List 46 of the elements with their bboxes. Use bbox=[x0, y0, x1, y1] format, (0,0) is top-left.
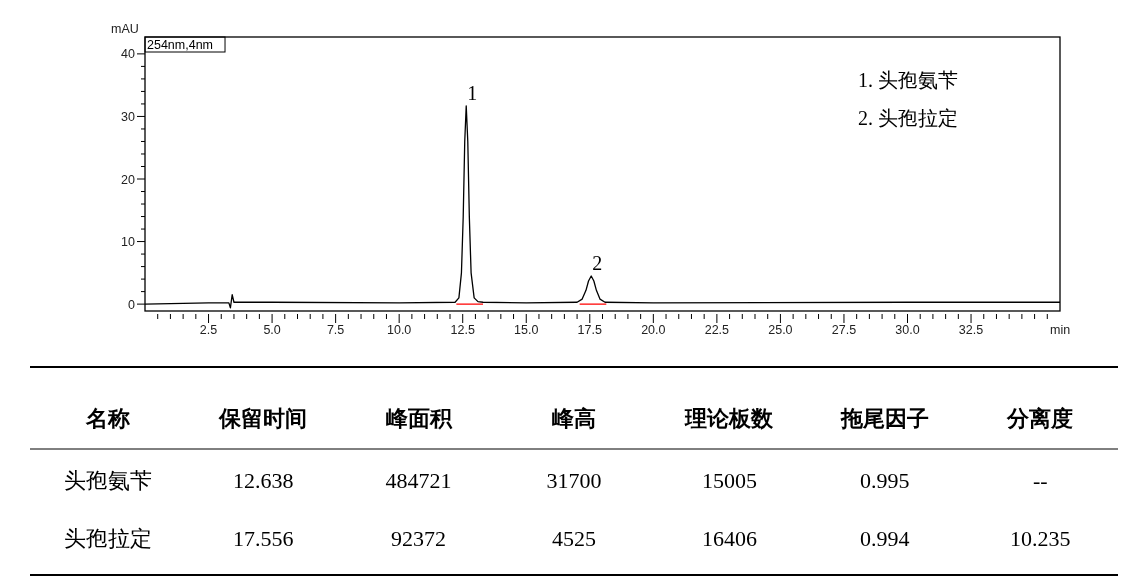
y-tick-label: 10 bbox=[121, 235, 136, 250]
annotation: 1. 头孢氨苄 bbox=[858, 69, 958, 91]
annotation: 2 bbox=[592, 251, 603, 274]
y-tick-label: 30 bbox=[121, 109, 136, 124]
text: 4525 bbox=[552, 526, 596, 551]
text: 头孢拉定 bbox=[63, 526, 152, 551]
text: 15005 bbox=[701, 468, 757, 493]
x-tick-label: 10.0 bbox=[386, 323, 412, 337]
text: 0.995 bbox=[860, 468, 910, 493]
x-tick-label: 15.0 bbox=[514, 323, 539, 337]
text: -- bbox=[1032, 468, 1048, 493]
x-tick-label: 20.0 bbox=[641, 323, 666, 337]
annotation: 254nm,4nm bbox=[147, 38, 214, 52]
annotation: 2. 头孢拉定 bbox=[858, 107, 958, 129]
x-tick-label: 7.5 bbox=[326, 323, 345, 337]
text: 12.638 bbox=[232, 468, 294, 493]
x-tick-label: 5.0 bbox=[263, 323, 281, 337]
x-tick-label: 32.5 bbox=[958, 323, 984, 337]
x-tick-label: 22.5 bbox=[704, 323, 730, 337]
text: 484721 bbox=[385, 468, 452, 493]
text: 头孢氨苄 bbox=[63, 468, 152, 493]
y-tick-label: 0 bbox=[128, 297, 136, 312]
annotation: 1 bbox=[467, 81, 478, 104]
category-label: 拖尾因子 bbox=[839, 406, 929, 431]
x-axis-title: min bbox=[1050, 323, 1071, 337]
x-tick-label: 2.5 bbox=[199, 323, 218, 337]
x-tick-label: 30.0 bbox=[895, 323, 920, 337]
y-tick-label: 20 bbox=[121, 172, 136, 187]
x-tick-label: 12.5 bbox=[450, 323, 475, 337]
x-tick-label: 27.5 bbox=[831, 323, 857, 337]
category-label: 分离度 bbox=[1006, 406, 1074, 431]
x-tick-label: 17.5 bbox=[577, 323, 602, 337]
text: 31700 bbox=[546, 468, 602, 493]
text: 0.994 bbox=[860, 526, 910, 551]
y-tick-label: 40 bbox=[121, 47, 136, 62]
category-label: 峰面积 bbox=[385, 406, 453, 431]
x-tick-label: 25.0 bbox=[768, 323, 793, 337]
category-label: 保留时间 bbox=[218, 406, 308, 431]
category-label: 理论板数 bbox=[684, 406, 775, 431]
text: 17.556 bbox=[232, 526, 294, 551]
text: 10.235 bbox=[1010, 526, 1071, 551]
category-label: 峰高 bbox=[552, 406, 596, 431]
category-label: 名称 bbox=[84, 406, 130, 431]
text: 92372 bbox=[391, 526, 447, 551]
y-axis-title: mAU bbox=[111, 22, 139, 36]
text: 16406 bbox=[701, 526, 757, 551]
